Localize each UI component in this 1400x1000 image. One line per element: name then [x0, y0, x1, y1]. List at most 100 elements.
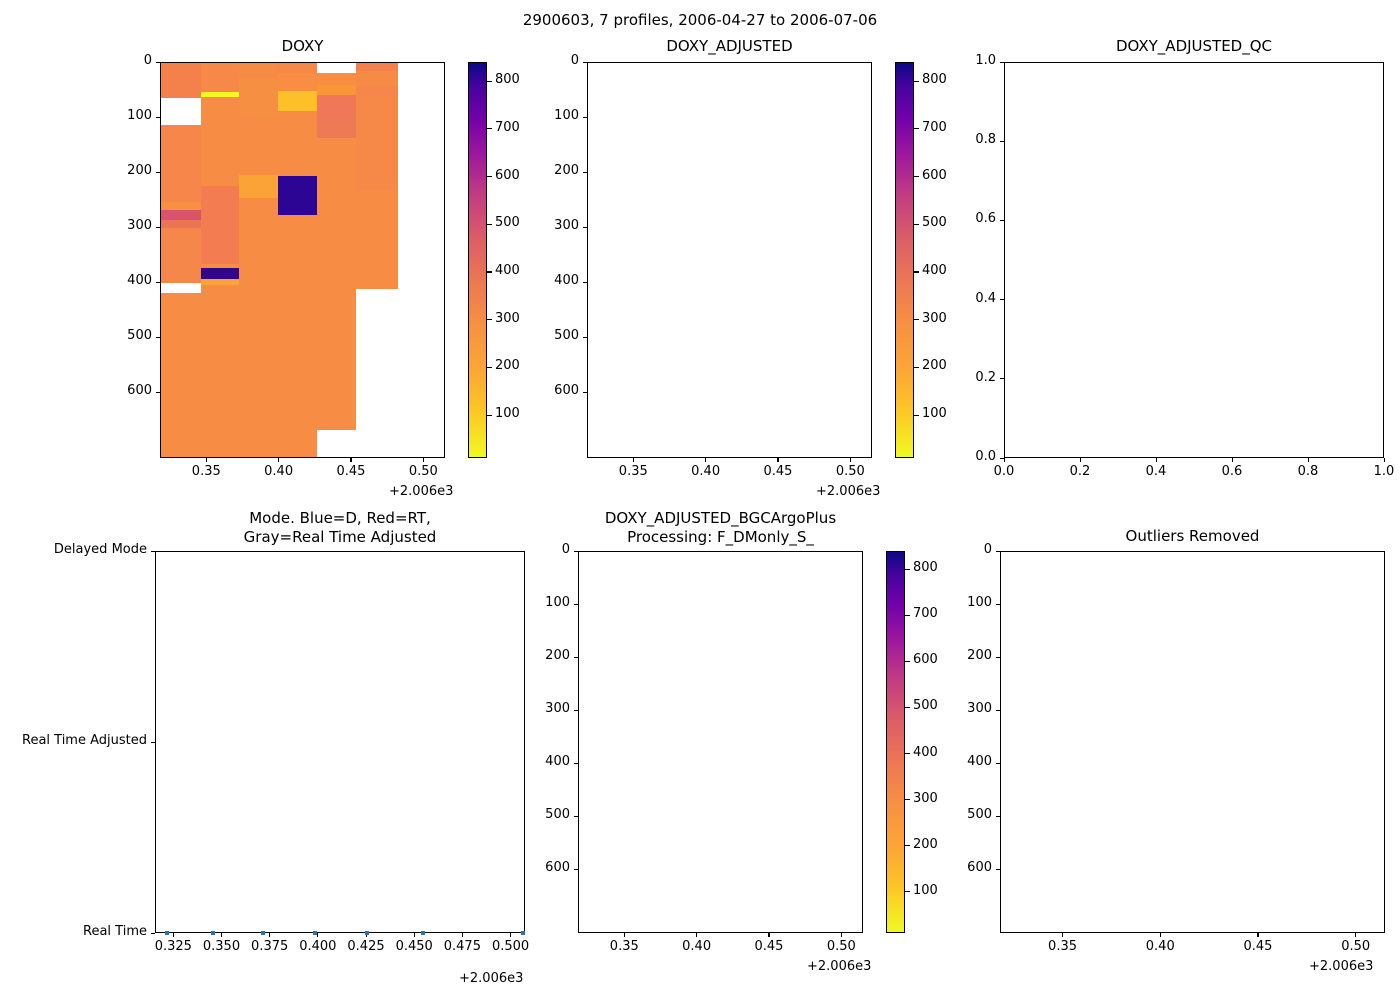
- qc-y-tickmark: [1000, 457, 1004, 459]
- heatmap-cell: [238, 115, 279, 176]
- heatmap-cell: [355, 63, 398, 72]
- doxy-adjusted-y-ticklabel: 500: [554, 328, 579, 343]
- bgcargoplus-y-tickmark: [574, 550, 578, 552]
- x-offset-label-doxy: +2.006e3: [389, 484, 454, 499]
- doxy-cbar-tickmark: [487, 366, 492, 368]
- bgcargoplus-cbar-ticklabel: 200: [913, 836, 938, 852]
- heatmap-cell: [316, 85, 357, 96]
- heatmap-cell: [161, 201, 202, 211]
- doxy-x-tickmark: [422, 458, 424, 462]
- panel-doxy: [160, 62, 445, 458]
- heatmap-cell: [201, 186, 240, 265]
- heatmap-cell: [161, 63, 202, 98]
- doxy-adjusted-x-tickmark: [849, 458, 851, 462]
- panel-title-doxy-adjusted-qc: DOXY_ADJUSTED_QC: [1115, 37, 1273, 55]
- doxy-adjusted-y-ticklabel: 0: [570, 53, 579, 68]
- bgcargoplus-cbar-tickmark: [905, 799, 910, 801]
- qc-x-tickmark: [1155, 458, 1157, 462]
- mode-y-ticklabel: Real Time: [83, 924, 147, 939]
- heatmap-cell: [316, 94, 357, 119]
- heatmap-cell: [355, 86, 398, 96]
- mode-x-ticklabel: 0.475: [443, 939, 481, 954]
- bgcargoplus-y-tickmark: [574, 868, 578, 870]
- mode-data-point[interactable]: [521, 931, 526, 935]
- mode-x-ticklabel: 0.450: [395, 939, 433, 954]
- mode-x-tickmark: [172, 933, 174, 937]
- heatmap-cell: [355, 94, 398, 192]
- mode-x-tickmark: [365, 933, 367, 937]
- bgcargoplus-cbar-tickmark: [905, 753, 910, 755]
- heatmap-cell: [161, 210, 202, 221]
- bgcargoplus-cbar-ticklabel: 100: [913, 882, 938, 898]
- heatmap-cell: [201, 63, 240, 93]
- outliers-removed-y-ticklabel: 200: [967, 648, 992, 664]
- bgcargoplus-x-ticklabel: 0.40: [682, 939, 712, 954]
- qc-y-ticklabel: 1.0: [975, 53, 996, 68]
- heatmap-cell: [201, 267, 240, 280]
- doxy-adjusted-y-tickmark: [583, 391, 587, 393]
- panel-title-doxy-adjusted: DOXY_ADJUSTED: [666, 37, 793, 55]
- doxy-y-ticklabel: 100: [127, 108, 152, 123]
- bgcargoplus-cbar-ticklabel: 300: [913, 790, 938, 806]
- bgcargoplus-cbar-tickmark: [905, 660, 910, 663]
- heatmap-cell: [161, 228, 202, 283]
- mode-x-ticklabel: 0.400: [299, 939, 337, 954]
- panel-doxy-adjusted: [587, 62, 872, 458]
- qc-x-ticklabel: 0.0: [993, 464, 1015, 479]
- doxy-adjusted-cbar-tickmark: [914, 414, 919, 416]
- qc-y-tickmark: [1000, 61, 1004, 63]
- outliers-removed-y-tickmark: [996, 603, 1000, 605]
- doxy-cbar-tickmark: [487, 319, 492, 321]
- doxy-adjusted-cbar-ticklabel: 200: [922, 358, 947, 374]
- mode-x-tickmark: [413, 933, 415, 937]
- heatmap-cell: [238, 63, 279, 79]
- mode-data-point[interactable]: [364, 931, 369, 935]
- outliers-removed-x-tickmark: [1355, 933, 1357, 937]
- outliers-removed-x-tickmark: [1257, 933, 1259, 937]
- qc-x-tickmark: [1003, 458, 1005, 462]
- bgcargoplus-x-ticklabel: 0.45: [754, 939, 784, 954]
- mode-data-point[interactable]: [210, 931, 215, 935]
- qc-x-tickmark: [1307, 458, 1309, 462]
- colorbar-doxy-adjusted: [895, 62, 914, 458]
- qc-y-ticklabel: 0.8: [975, 132, 996, 148]
- heatmap-cell: [161, 292, 202, 457]
- doxy-cbar-ticklabel: 500: [495, 215, 520, 231]
- colorbar-bgcargoplus: [886, 551, 905, 933]
- outliers-removed-y-ticklabel: 100: [967, 595, 992, 611]
- doxy-adjusted-cbar-ticklabel: 300: [922, 310, 947, 326]
- doxy-x-ticklabel: 0.45: [336, 464, 366, 479]
- doxy-adjusted-y-ticklabel: 400: [554, 273, 579, 288]
- doxy-adjusted-y-tickmark: [583, 61, 587, 63]
- colorbar-doxy: [468, 62, 487, 458]
- bgcargoplus-x-tickmark: [696, 933, 698, 937]
- outliers-removed-x-ticklabel: 0.40: [1145, 939, 1175, 954]
- mode-y-tickmark: [151, 550, 155, 552]
- mode-data-point[interactable]: [312, 931, 317, 935]
- mode-y-tickmark: [151, 932, 155, 934]
- bgcargoplus-y-tickmark: [574, 762, 578, 764]
- panel-title-doxy: DOXY: [281, 37, 324, 55]
- heatmap-cell: [238, 78, 279, 117]
- panel-bgcargoplus: [578, 551, 863, 933]
- mode-data-point[interactable]: [164, 931, 169, 935]
- doxy-adjusted-y-ticklabel: 600: [554, 383, 579, 398]
- qc-y-ticklabel: 0.0: [975, 449, 996, 464]
- heatmap-cell: [238, 175, 279, 199]
- outliers-removed-y-tickmark: [996, 868, 1000, 870]
- doxy-x-ticklabel: 0.40: [264, 464, 294, 479]
- heatmap-cell: [355, 190, 398, 290]
- bgcargoplus-y-ticklabel: 400: [545, 754, 570, 770]
- doxy-cbar-ticklabel: 700: [495, 119, 520, 135]
- mode-data-point[interactable]: [420, 931, 425, 935]
- doxy-x-tickmark: [278, 458, 280, 462]
- qc-x-tickmark: [1383, 458, 1385, 462]
- mode-x-ticklabel: 0.325: [154, 939, 192, 954]
- heatmap-cell: [161, 124, 202, 203]
- mode-data-point[interactable]: [260, 931, 265, 935]
- heatmap-cell: [161, 220, 202, 229]
- outliers-removed-x-ticklabel: 0.50: [1341, 939, 1371, 954]
- bgcargoplus-y-tickmark: [574, 656, 578, 658]
- doxy-adjusted-cbar-tickmark: [914, 366, 919, 368]
- doxy-y-ticklabel: 500: [127, 328, 152, 343]
